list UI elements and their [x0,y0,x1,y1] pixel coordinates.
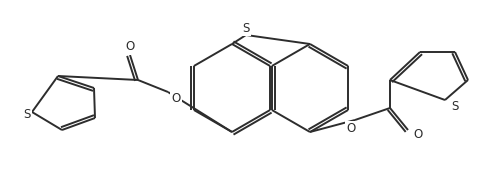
Text: O: O [346,122,356,136]
Text: O: O [414,127,423,140]
Text: O: O [172,92,181,105]
Text: S: S [24,108,31,121]
Text: S: S [243,21,250,34]
Text: S: S [451,99,459,112]
Text: O: O [125,40,135,54]
